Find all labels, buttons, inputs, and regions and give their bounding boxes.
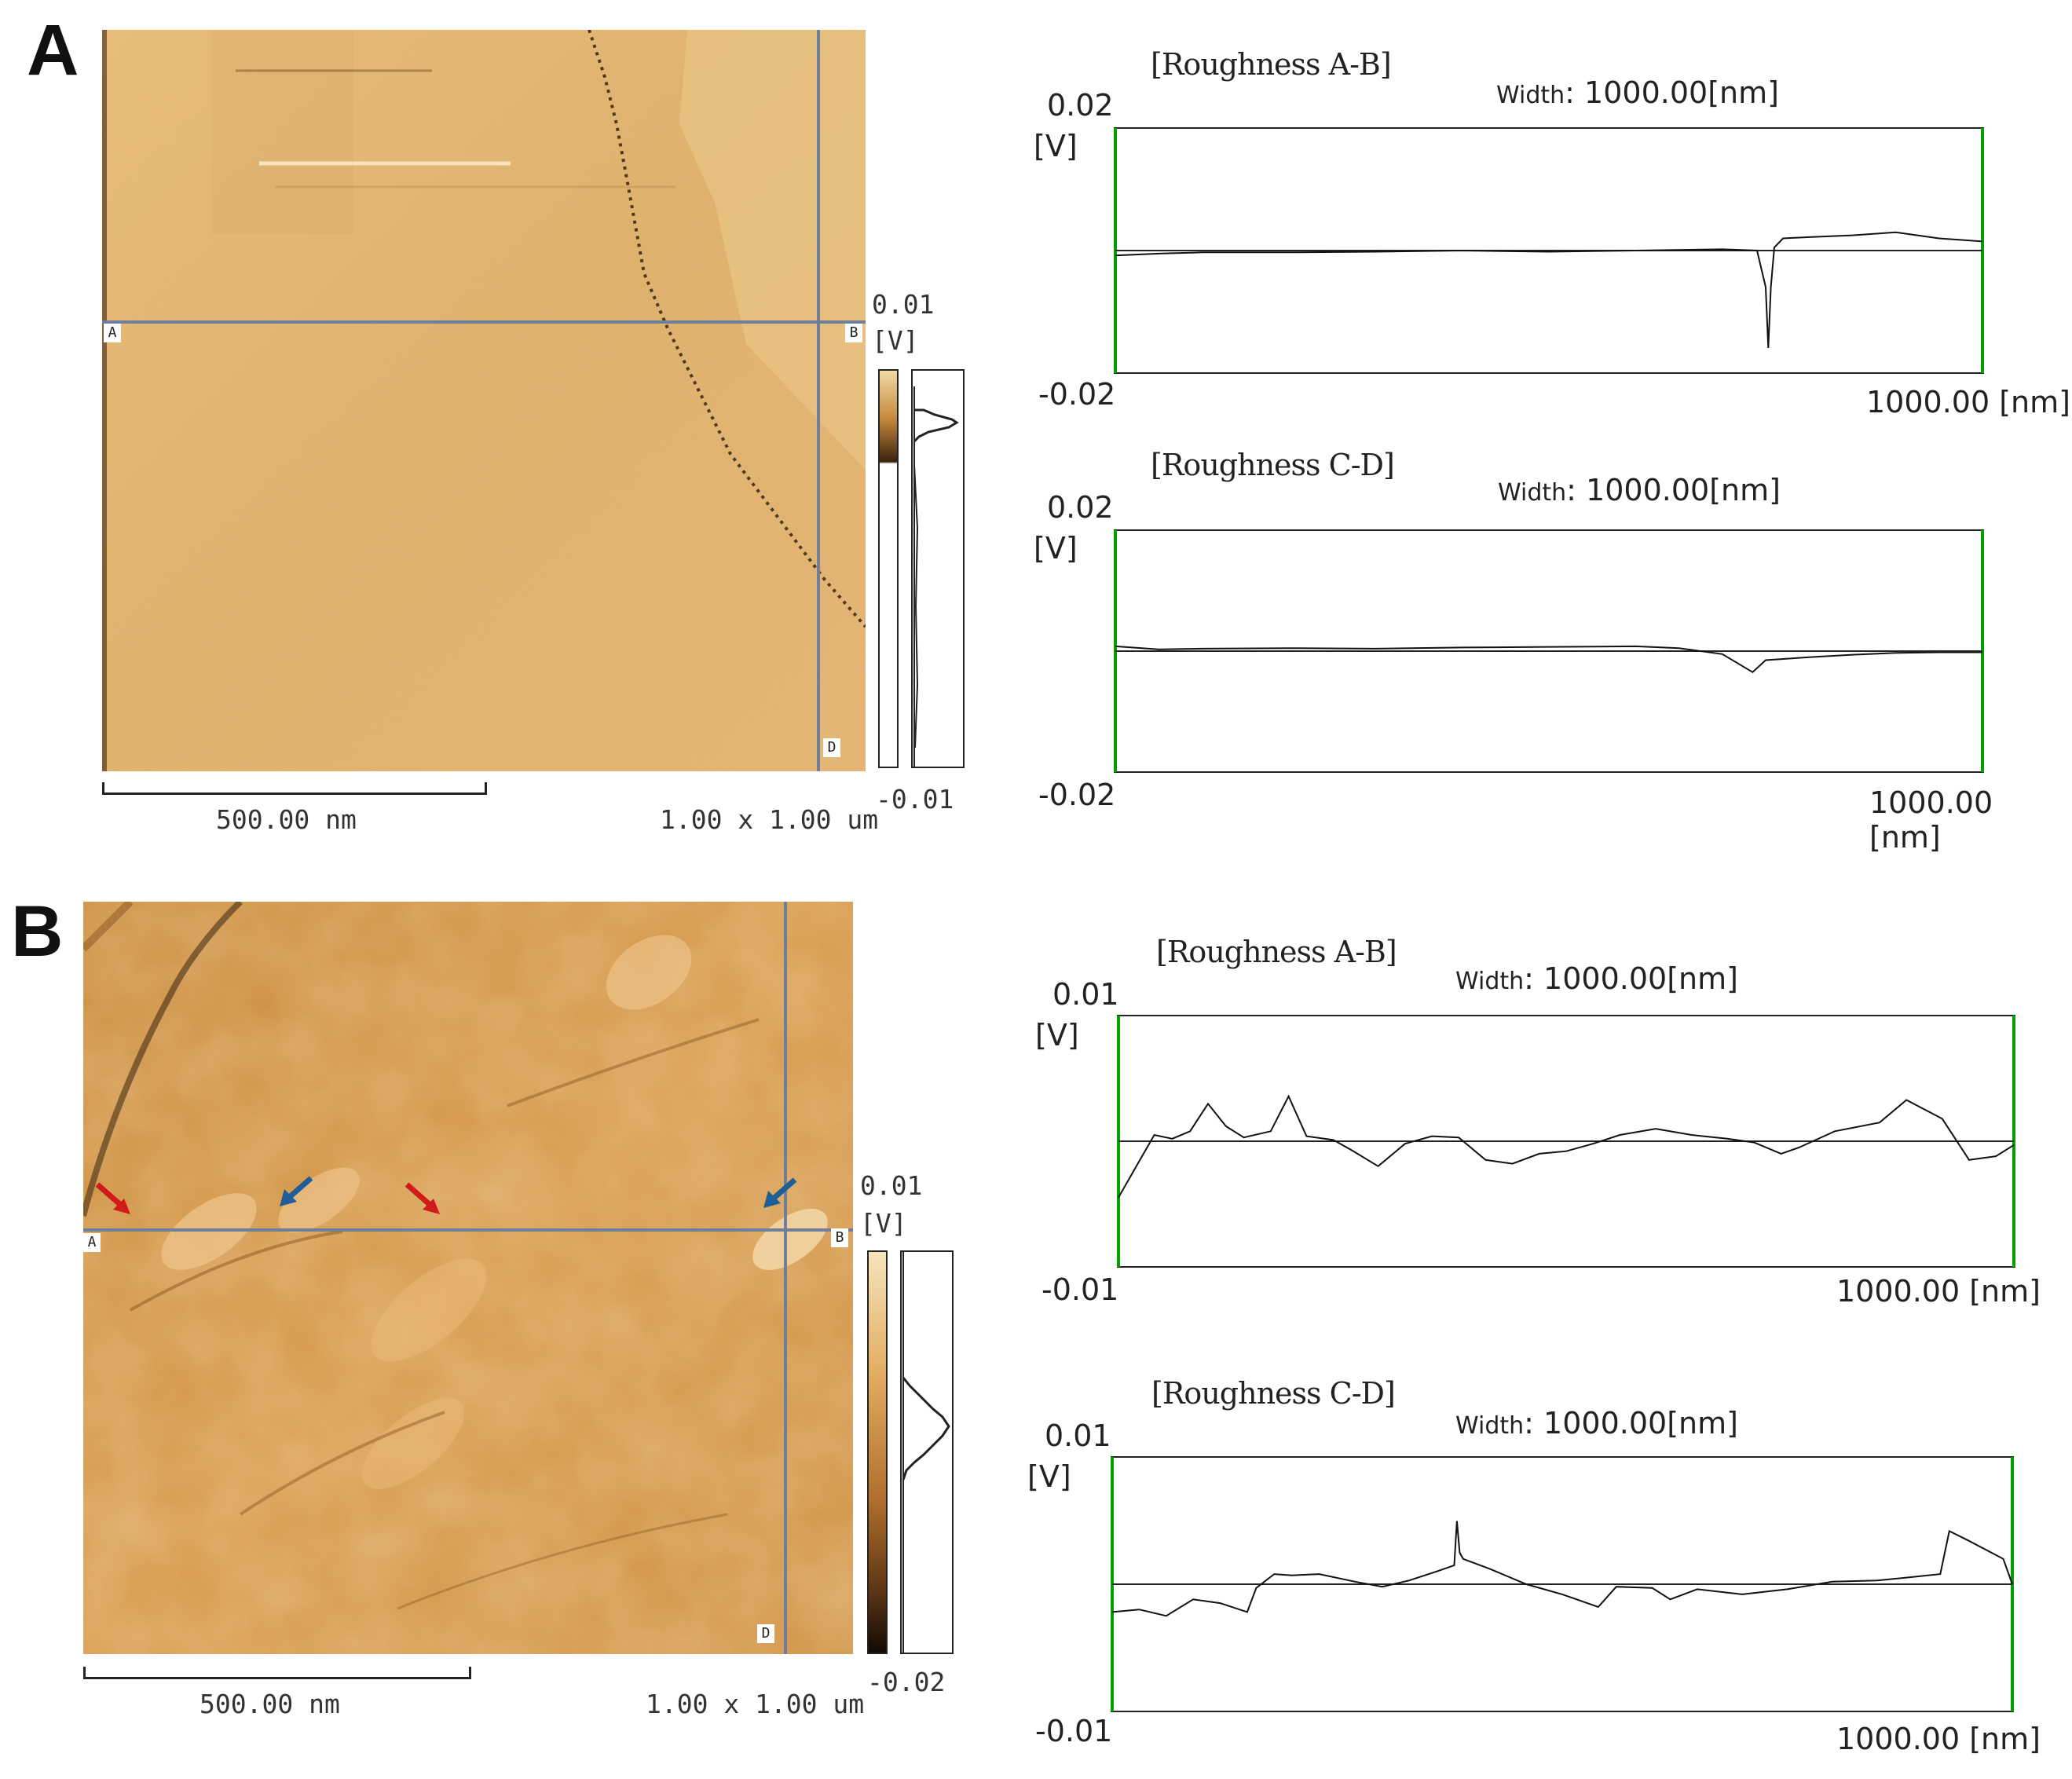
colorbar-unit-b: [V] bbox=[860, 1208, 907, 1239]
scalebar-label-b: 500.00 nm bbox=[200, 1689, 340, 1719]
roughness-plot-b-cd bbox=[1111, 1456, 2014, 1712]
plot-width-label: Width: 1000.00[nm] bbox=[1496, 75, 1779, 110]
colorbar-a bbox=[878, 369, 899, 768]
plot-title: [Roughness C-D] bbox=[1151, 448, 1395, 482]
x-end-label: 1000.00 [nm] bbox=[1869, 785, 1993, 855]
afm-scan-b-svg bbox=[83, 902, 853, 1654]
scalebar-label-a: 500.00 nm bbox=[216, 804, 357, 835]
plot-svg bbox=[1111, 1456, 2014, 1712]
width-key: Width bbox=[1496, 82, 1565, 109]
y-top-label: 0.01 bbox=[1052, 977, 1119, 1012]
colorbar-b bbox=[867, 1250, 888, 1654]
y-top-label: 0.02 bbox=[1047, 490, 1114, 525]
width-key: Width bbox=[1498, 479, 1567, 507]
plot-svg bbox=[1114, 529, 1984, 773]
y-top-label: 0.02 bbox=[1047, 88, 1114, 123]
y-bottom-label: -0.02 bbox=[1038, 377, 1116, 412]
width-value: : 1000.00[nm] bbox=[1524, 1406, 1738, 1440]
arrow-red-icon bbox=[95, 1182, 130, 1214]
width-value: : 1000.00[nm] bbox=[1524, 961, 1738, 996]
plot-title: [Roughness C-D] bbox=[1151, 1376, 1396, 1411]
roughness-plot-b-ab bbox=[1117, 1015, 2015, 1268]
scalebar-b bbox=[83, 1667, 471, 1679]
y-bottom-label: -0.02 bbox=[1038, 778, 1116, 812]
scan-marker-d: D bbox=[757, 1624, 774, 1643]
roughness-plot-a-ab bbox=[1114, 127, 1984, 374]
colorbar-min-a: -0.01 bbox=[876, 784, 954, 814]
y-bottom-label: -0.01 bbox=[1041, 1272, 1119, 1307]
roughness-series-line bbox=[1118, 1094, 2015, 1199]
afm-image-a: A B D bbox=[102, 30, 866, 771]
width-value: : 1000.00[nm] bbox=[1565, 75, 1779, 110]
roughness-series-line bbox=[1115, 231, 1983, 349]
plot-title: [Roughness A-B] bbox=[1151, 47, 1392, 82]
width-key: Width bbox=[1455, 968, 1525, 995]
arrow-blue-icon bbox=[280, 1176, 313, 1206]
arrow-red-icon bbox=[405, 1182, 440, 1214]
panel-label-b: B bbox=[11, 891, 64, 972]
scan-marker-a: A bbox=[104, 324, 121, 342]
roughness-series-line bbox=[1115, 645, 1982, 674]
plot-width-label: Width: 1000.00[nm] bbox=[1498, 473, 1781, 507]
plot-width-label: Width: 1000.00[nm] bbox=[1455, 1406, 1738, 1440]
scan-marker-b: B bbox=[831, 1228, 848, 1247]
x-end-label: 1000.00 [nm] bbox=[1866, 385, 2070, 419]
plot-svg bbox=[1114, 127, 1984, 374]
plot-width-label: Width: 1000.00[nm] bbox=[1455, 961, 1738, 996]
colorbar-max-a: 0.01 bbox=[872, 289, 935, 320]
histogram-b-svg bbox=[902, 1252, 950, 1653]
roughness-plot-a-cd bbox=[1114, 529, 1984, 773]
y-unit-label: [V] bbox=[1027, 1459, 1071, 1494]
scan-marker-d: D bbox=[823, 738, 840, 757]
width-key: Width bbox=[1455, 1412, 1525, 1440]
scan-marker-a: A bbox=[83, 1233, 101, 1252]
scan-size-label-a: 1.00 x 1.00 um bbox=[660, 804, 879, 835]
colorbar-min-b: -0.02 bbox=[867, 1667, 946, 1697]
y-unit-label: [V] bbox=[1035, 1018, 1079, 1052]
afm-image-b: A B D bbox=[83, 902, 853, 1654]
roughness-series-line bbox=[1111, 1521, 2013, 1617]
y-unit-label: [V] bbox=[1034, 129, 1078, 163]
y-bottom-label: -0.01 bbox=[1035, 1714, 1113, 1748]
width-value: : 1000.00[nm] bbox=[1566, 473, 1781, 507]
scalebar-a bbox=[102, 782, 487, 795]
colorbar-unit-a: [V] bbox=[872, 325, 919, 356]
y-top-label: 0.01 bbox=[1045, 1418, 1111, 1453]
x-end-label: 1000.00 [nm] bbox=[1836, 1722, 2041, 1756]
plot-title: [Roughness A-B] bbox=[1156, 935, 1397, 969]
panel-label-a: A bbox=[27, 10, 79, 90]
afm-scan-a-svg bbox=[102, 30, 866, 771]
histogram-a-svg bbox=[913, 386, 959, 767]
plot-svg bbox=[1117, 1015, 2015, 1268]
x-end-label: 1000.00 [nm] bbox=[1836, 1274, 2041, 1309]
histogram-a bbox=[911, 369, 965, 768]
histogram-b bbox=[900, 1250, 954, 1654]
scan-marker-b: B bbox=[845, 324, 862, 342]
colorbar-max-b: 0.01 bbox=[860, 1170, 923, 1201]
y-unit-label: [V] bbox=[1034, 531, 1078, 566]
scan-size-label-b: 1.00 x 1.00 um bbox=[646, 1689, 865, 1719]
arrow-blue-icon bbox=[763, 1177, 797, 1208]
